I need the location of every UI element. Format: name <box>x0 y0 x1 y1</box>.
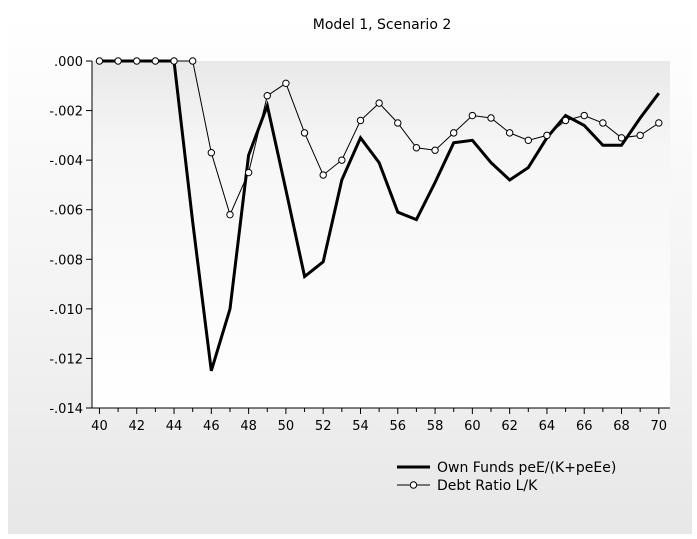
y-tick-label: -.002 <box>49 105 83 120</box>
chart-title: Model 1, Scenario 2 <box>313 17 452 33</box>
y-tick-label: -.012 <box>49 352 83 367</box>
data-point <box>95 57 104 65</box>
y-tick-label: -.006 <box>49 204 83 219</box>
x-tick-label: 46 <box>203 419 220 434</box>
y-tick-label: -.004 <box>49 154 83 169</box>
x-tick-label: 66 <box>576 419 593 434</box>
data-point <box>505 129 514 137</box>
x-tick-label: 40 <box>91 419 108 434</box>
data-point <box>188 57 197 65</box>
x-tick-label: 60 <box>464 419 481 434</box>
data-point <box>543 131 551 140</box>
data-point <box>394 119 402 127</box>
x-tick-label: 58 <box>427 419 444 434</box>
data-point <box>319 171 327 179</box>
y-tick-label: .000 <box>54 55 83 70</box>
data-point <box>263 92 271 100</box>
data-point <box>300 129 309 137</box>
data-point <box>244 168 253 177</box>
y-tick-label: -.010 <box>49 303 83 318</box>
x-tick-label: 68 <box>613 419 630 434</box>
x-tick-label: 70 <box>651 419 668 434</box>
series-line <box>99 59 660 372</box>
x-tick-label: 64 <box>539 419 556 434</box>
y-tick-label: -.008 <box>49 253 83 268</box>
x-tick-label: 56 <box>390 419 407 434</box>
x-tick-label: 44 <box>166 419 183 434</box>
data-point <box>487 114 495 122</box>
data-point <box>226 210 234 219</box>
data-point <box>412 144 421 152</box>
data-point <box>655 119 663 127</box>
legend: Own Funds peE/(K+peEe) Debt Ratio L/K <box>397 460 616 494</box>
data-point <box>207 149 216 157</box>
series-2 <box>95 57 663 219</box>
x-tick-label: 52 <box>315 419 332 434</box>
x-tick-label: 62 <box>501 419 518 434</box>
data-point <box>170 57 178 65</box>
axes: .000 -.002 -.004 -.006 -.008 -.010 -.012 -.014 4… <box>49 55 670 434</box>
data-point <box>617 134 626 142</box>
data-point <box>524 136 532 145</box>
data-point <box>561 116 570 125</box>
legend-item: Own Funds peE/(K+peEe) <box>397 460 616 476</box>
x-tick-label: 42 <box>128 419 145 434</box>
y-tick-label: -.014 <box>49 402 83 417</box>
legend-label: Own Funds peE/(K+peEe) <box>437 460 616 476</box>
data-point <box>133 57 141 65</box>
x-tick-label: 54 <box>352 419 369 434</box>
data-point <box>599 119 607 127</box>
data-point <box>431 146 439 154</box>
x-tick-label: 50 <box>278 419 295 434</box>
data-point <box>636 131 644 140</box>
data-point <box>450 129 458 137</box>
data-point <box>114 57 122 65</box>
series-layer <box>95 57 663 372</box>
x-tick-label: 48 <box>240 419 257 434</box>
legend-label: Debt Ratio L/K <box>437 478 538 494</box>
data-point <box>580 111 588 120</box>
data-point <box>356 116 365 125</box>
data-point <box>151 57 160 65</box>
data-point <box>282 79 290 88</box>
series-1 <box>99 59 660 372</box>
data-point <box>375 99 383 107</box>
legend-item: Debt Ratio L/K <box>397 478 538 494</box>
legend-marker <box>409 481 418 489</box>
data-point <box>338 156 346 164</box>
data-point <box>468 111 477 120</box>
